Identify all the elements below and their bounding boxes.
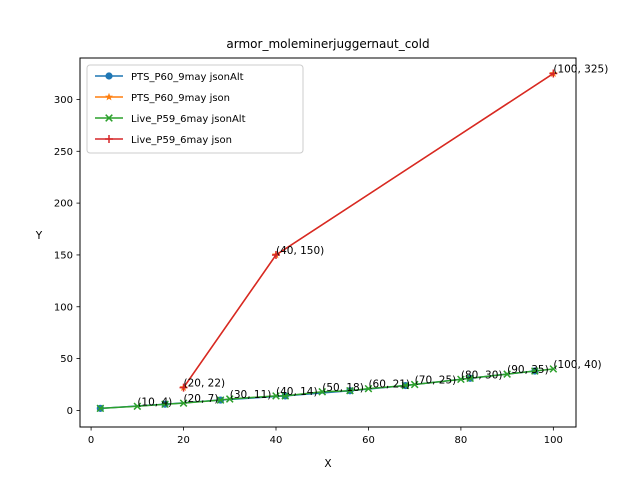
x-tick-label: 80 — [455, 435, 468, 446]
y-tick-label: 150 — [54, 250, 73, 261]
x-tick-label: 100 — [544, 435, 563, 446]
y-tick-label: 50 — [60, 354, 73, 365]
legend-label: PTS_P60_9may jsonAlt — [131, 72, 244, 83]
series-4-point — [271, 250, 280, 259]
legend-label: Live_P59_6may json — [131, 135, 232, 146]
data-label: (100, 325) — [553, 64, 608, 76]
axes-frame — [79, 57, 577, 428]
y-axis-label: Y — [35, 230, 43, 242]
series-3-point — [401, 381, 410, 390]
plot-area: (10, 4) (20, 7) (30, 11) (40, 14) (50, 18) (6… — [96, 64, 608, 413]
x-tick-label: 20 — [177, 435, 190, 446]
series-3-point — [346, 386, 354, 395]
y-tick-label: 200 — [54, 199, 73, 210]
y-tick-label: 300 — [54, 95, 73, 106]
series-3-point — [179, 399, 188, 407]
legend-marker — [105, 92, 113, 101]
legend-marker — [105, 114, 113, 122]
series-3-point — [364, 384, 373, 393]
x-axis-label: X — [324, 458, 331, 470]
x-tick-label: 40 — [270, 435, 283, 446]
data-label: (90, 35) — [507, 364, 549, 376]
data-label: (60, 21) — [368, 379, 410, 391]
series-3-point — [503, 370, 511, 378]
y-tick-label: 100 — [54, 302, 73, 313]
series-3-point — [96, 404, 105, 413]
series-3-point — [318, 387, 327, 396]
data-label: (30, 11) — [230, 389, 272, 401]
legend: PTS_P60_9may jsonAlt PTS_P60_9may json Liv… — [86, 64, 304, 154]
y-tick-label: 250 — [54, 147, 73, 158]
data-label: (20, 22) — [184, 378, 226, 390]
series-3-point — [225, 395, 234, 403]
series-3-point — [161, 400, 169, 409]
chart-title: armor_moleminerjuggernaut_cold — [226, 37, 429, 51]
series-3-point — [133, 402, 142, 411]
series-4-point — [179, 383, 188, 392]
y-tick-label: 0 — [67, 406, 73, 417]
axis-ticks: 0 20 40 60 80 100 0 50 100 150 200 250 300 — [54, 95, 563, 446]
series-4-point — [549, 69, 558, 78]
series-3-point — [549, 365, 558, 373]
series-line-3 — [100, 368, 554, 410]
data-label: (70, 25) — [415, 375, 457, 387]
series-3-point — [410, 380, 419, 389]
data-label: (100, 40) — [553, 359, 601, 371]
series-3-point — [281, 392, 290, 400]
data-label: (40, 14) — [276, 386, 318, 398]
legend-box — [86, 64, 304, 154]
data-label: (20, 7) — [184, 393, 219, 405]
series-3-point — [216, 396, 225, 404]
legend-label: PTS_P60_9may json — [131, 93, 230, 104]
x-tick-label: 0 — [88, 435, 94, 446]
data-label: (10, 4) — [137, 396, 172, 408]
data-label: (50, 18) — [322, 382, 364, 394]
legend-label: Live_P59_6may jsonAlt — [131, 114, 246, 125]
data-label: (40, 150) — [276, 245, 324, 257]
series-3-point — [531, 367, 539, 375]
series-3-point — [272, 392, 280, 400]
legend-marker — [105, 135, 113, 143]
x-tick-label: 60 — [362, 435, 375, 446]
series-3-point — [466, 374, 474, 383]
data-label: (80, 30) — [461, 369, 503, 381]
legend-marker — [105, 72, 113, 80]
series-3-point — [457, 375, 465, 384]
